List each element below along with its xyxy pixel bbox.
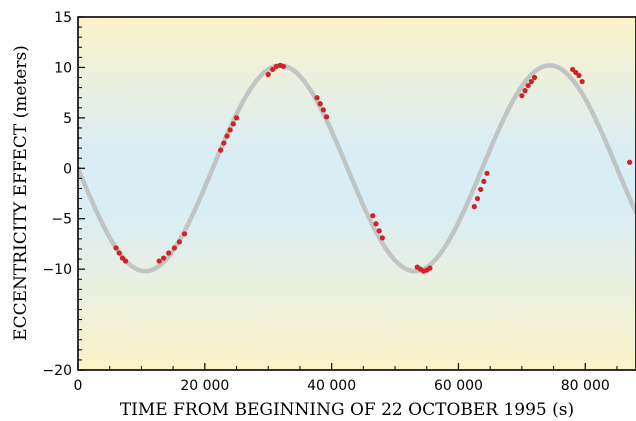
observation-point bbox=[373, 221, 379, 227]
x-tick-label: 20 000 bbox=[180, 378, 229, 394]
observation-point bbox=[323, 114, 330, 120]
y-tick-label: −10 bbox=[42, 262, 72, 278]
observation-point bbox=[218, 147, 224, 153]
observation-point bbox=[233, 115, 240, 121]
observation-point bbox=[314, 95, 320, 101]
y-tick-label: 15 bbox=[54, 10, 72, 26]
observation-point bbox=[230, 121, 236, 127]
observation-point bbox=[320, 107, 326, 113]
observation-point bbox=[471, 204, 477, 210]
axes-layer: 0 20 000 40 000 60 000 80 000 −20 −10 −5 0 5 10 15 bbox=[42, 10, 636, 394]
observation-point bbox=[265, 71, 271, 78]
observation-point bbox=[427, 265, 433, 271]
observation-point bbox=[122, 258, 129, 264]
observation-point bbox=[376, 228, 382, 234]
observation-point bbox=[370, 213, 376, 219]
observation-point bbox=[161, 255, 167, 261]
observation-point bbox=[576, 72, 582, 79]
observation-point bbox=[317, 101, 323, 107]
observation-point bbox=[116, 250, 122, 256]
observation-point bbox=[522, 88, 528, 94]
observation-point bbox=[531, 74, 538, 81]
observation-point bbox=[627, 159, 633, 165]
y-tick-label: −5 bbox=[51, 212, 72, 228]
series-layer bbox=[78, 62, 636, 274]
y-tick-label: 10 bbox=[54, 60, 72, 76]
observation-point bbox=[227, 127, 233, 133]
observation-point bbox=[519, 93, 525, 99]
observation-point bbox=[474, 195, 481, 202]
x-tick-label: 60 000 bbox=[434, 378, 483, 394]
observation-point bbox=[113, 245, 119, 251]
observation-point bbox=[156, 258, 162, 264]
plot-frame bbox=[77, 16, 636, 371]
x-tick-label: 0 bbox=[74, 378, 83, 394]
observation-point bbox=[525, 82, 531, 89]
observation-point bbox=[528, 78, 534, 85]
y-tick-label: 0 bbox=[63, 161, 72, 177]
observation-point bbox=[224, 133, 230, 139]
x-axis-title: TIME FROM BEGINNING OF 22 OCTOBER 1995 (… bbox=[120, 400, 574, 420]
x-tick-label: 80 000 bbox=[561, 378, 610, 394]
x-tick-label: 40 000 bbox=[307, 378, 356, 394]
observation-point bbox=[270, 66, 276, 73]
observation-point bbox=[478, 186, 484, 193]
y-tick-label: −20 bbox=[42, 363, 72, 379]
observation-point bbox=[221, 140, 227, 146]
observation-point bbox=[579, 78, 585, 85]
observation-point bbox=[481, 178, 487, 184]
observation-point bbox=[484, 170, 490, 176]
y-axis-title: ECCENTRICITY EFFECT (meters) bbox=[11, 45, 31, 341]
observation-point bbox=[280, 63, 287, 70]
observation-point bbox=[176, 239, 183, 245]
observation-point bbox=[379, 235, 385, 241]
observation-point bbox=[171, 245, 177, 251]
y-tick-label: 5 bbox=[63, 111, 72, 127]
observation-point bbox=[166, 250, 172, 256]
observation-point bbox=[181, 231, 188, 237]
